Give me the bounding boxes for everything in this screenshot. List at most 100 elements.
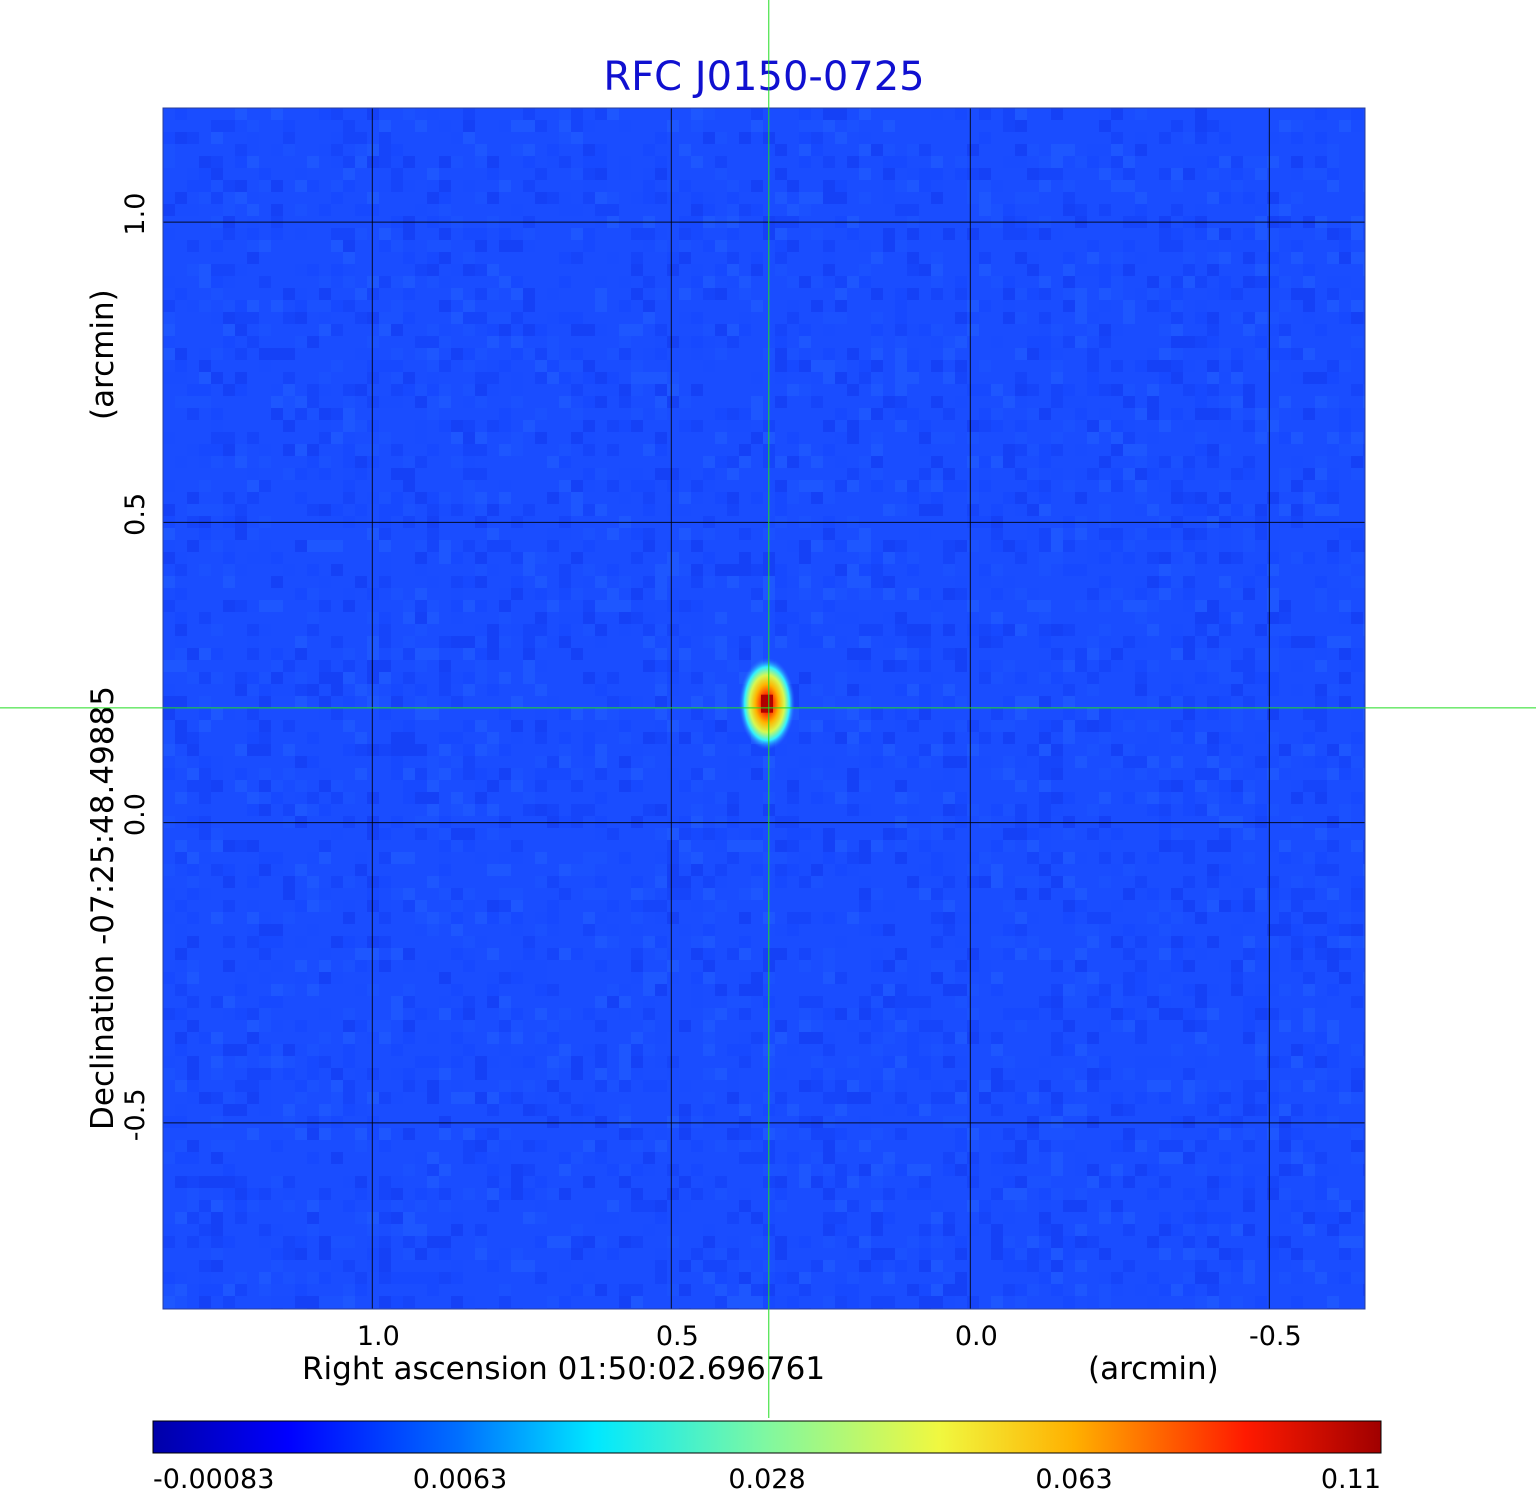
noise-pixel [319, 852, 331, 864]
noise-pixel [667, 1068, 679, 1080]
noise-pixel [1159, 828, 1171, 840]
noise-pixel [1267, 804, 1279, 816]
noise-pixel [1315, 852, 1327, 864]
noise-pixel [511, 1008, 523, 1020]
noise-pixel [1171, 648, 1183, 660]
noise-pixel [667, 600, 679, 612]
noise-pixel [775, 1296, 787, 1308]
noise-pixel [559, 528, 571, 540]
noise-pixel [343, 156, 355, 168]
noise-pixel [703, 276, 715, 288]
noise-pixel [607, 984, 619, 996]
noise-pixel [571, 132, 583, 144]
noise-pixel [511, 120, 523, 132]
noise-pixel [319, 900, 331, 912]
noise-pixel [235, 312, 247, 324]
noise-pixel [247, 1008, 259, 1020]
noise-pixel [1123, 720, 1135, 732]
noise-pixel [1207, 504, 1219, 516]
noise-pixel [1267, 936, 1279, 948]
noise-pixel [955, 540, 967, 552]
noise-pixel [535, 960, 547, 972]
noise-pixel [283, 1068, 295, 1080]
noise-pixel [907, 720, 919, 732]
noise-pixel [1243, 1224, 1255, 1236]
noise-pixel [715, 1188, 727, 1200]
noise-pixel [1015, 108, 1027, 120]
noise-pixel [931, 780, 943, 792]
noise-pixel [523, 240, 535, 252]
noise-pixel [223, 180, 235, 192]
noise-pixel [283, 720, 295, 732]
noise-pixel [1159, 1152, 1171, 1164]
noise-pixel [1027, 1128, 1039, 1140]
noise-pixel [571, 168, 583, 180]
noise-pixel [1363, 1068, 1365, 1080]
noise-pixel [907, 492, 919, 504]
noise-pixel [211, 276, 223, 288]
noise-pixel [679, 780, 691, 792]
noise-pixel [415, 1008, 427, 1020]
noise-pixel [1243, 948, 1255, 960]
noise-pixel [619, 984, 631, 996]
noise-pixel [979, 252, 991, 264]
noise-pixel [715, 1068, 727, 1080]
noise-pixel [943, 1092, 955, 1104]
noise-pixel [643, 888, 655, 900]
noise-pixel [1003, 1248, 1015, 1260]
noise-pixel [895, 288, 907, 300]
noise-pixel [619, 576, 631, 588]
noise-pixel [1123, 468, 1135, 480]
noise-pixel [1351, 924, 1363, 936]
noise-pixel [1171, 696, 1183, 708]
noise-pixel [427, 1056, 439, 1068]
noise-pixel [415, 744, 427, 756]
noise-pixel [883, 984, 895, 996]
noise-pixel [823, 1068, 835, 1080]
noise-pixel [475, 1092, 487, 1104]
noise-pixel [1327, 960, 1339, 972]
noise-pixel [595, 1152, 607, 1164]
noise-pixel [463, 264, 475, 276]
noise-pixel [811, 864, 823, 876]
noise-pixel [1327, 1272, 1339, 1284]
noise-pixel [835, 684, 847, 696]
noise-pixel [1255, 1296, 1267, 1308]
noise-pixel [907, 348, 919, 360]
noise-pixel [955, 168, 967, 180]
noise-pixel [379, 1020, 391, 1032]
noise-pixel [691, 228, 703, 240]
noise-pixel [1051, 1152, 1063, 1164]
noise-pixel [1159, 1092, 1171, 1104]
noise-pixel [1195, 120, 1207, 132]
noise-pixel [403, 996, 415, 1008]
noise-pixel [595, 156, 607, 168]
noise-pixel [1159, 168, 1171, 180]
noise-pixel [259, 924, 271, 936]
noise-pixel [403, 1236, 415, 1248]
noise-pixel [547, 1308, 559, 1309]
noise-pixel [379, 612, 391, 624]
noise-pixel [1195, 336, 1207, 348]
noise-pixel [1099, 1212, 1111, 1224]
noise-pixel [1111, 1140, 1123, 1152]
noise-pixel [1279, 1128, 1291, 1140]
noise-pixel [379, 1032, 391, 1044]
noise-pixel [1231, 708, 1243, 720]
noise-pixel [487, 864, 499, 876]
noise-pixel [427, 384, 439, 396]
noise-pixel [1063, 984, 1075, 996]
noise-pixel [931, 480, 943, 492]
noise-pixel [1135, 960, 1147, 972]
noise-pixel [1015, 816, 1027, 828]
noise-pixel [835, 1164, 847, 1176]
noise-pixel [535, 348, 547, 360]
noise-pixel [1267, 228, 1279, 240]
noise-pixel [319, 324, 331, 336]
noise-pixel [583, 1152, 595, 1164]
noise-pixel [1207, 744, 1219, 756]
noise-pixel [355, 984, 367, 996]
noise-pixel [1027, 444, 1039, 456]
noise-pixel [487, 684, 499, 696]
noise-pixel [1291, 684, 1303, 696]
